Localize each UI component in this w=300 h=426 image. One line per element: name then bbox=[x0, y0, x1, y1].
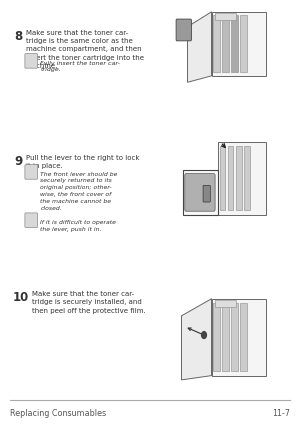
Text: Replacing Consumables: Replacing Consumables bbox=[10, 408, 106, 417]
Polygon shape bbox=[188, 13, 212, 83]
FancyBboxPatch shape bbox=[25, 55, 38, 69]
Bar bbox=[231, 16, 238, 73]
FancyBboxPatch shape bbox=[212, 299, 266, 376]
Text: 10: 10 bbox=[13, 291, 29, 303]
Bar bbox=[236, 147, 242, 211]
Text: If it is difficult to operate
the lever, push it in.: If it is difficult to operate the lever,… bbox=[40, 219, 116, 231]
Text: The front lever should be
securely returned to its
original position; other-
wis: The front lever should be securely retur… bbox=[40, 171, 118, 210]
Bar bbox=[213, 16, 220, 73]
Bar bbox=[240, 303, 247, 371]
Bar bbox=[222, 16, 229, 73]
FancyBboxPatch shape bbox=[203, 186, 210, 203]
Polygon shape bbox=[182, 299, 212, 380]
Text: 11-7: 11-7 bbox=[272, 408, 290, 417]
Bar bbox=[222, 303, 229, 371]
Bar bbox=[244, 147, 250, 211]
Text: Fully insert the toner car-
tridge.: Fully insert the toner car- tridge. bbox=[40, 60, 120, 72]
FancyBboxPatch shape bbox=[176, 20, 191, 42]
FancyBboxPatch shape bbox=[25, 165, 38, 180]
Bar bbox=[214, 300, 236, 308]
Circle shape bbox=[202, 332, 206, 339]
Bar bbox=[228, 147, 233, 211]
Text: Pull the lever to the right to lock
it in place.: Pull the lever to the right to lock it i… bbox=[26, 154, 139, 168]
Bar bbox=[220, 147, 225, 211]
Bar bbox=[214, 14, 236, 21]
Text: 9: 9 bbox=[14, 154, 23, 167]
Text: 8: 8 bbox=[14, 30, 23, 43]
Bar bbox=[213, 303, 220, 371]
Text: Make sure that the toner car-
tridge is securely installed, and
then peel off th: Make sure that the toner car- tridge is … bbox=[32, 291, 145, 313]
Bar bbox=[231, 303, 238, 371]
FancyBboxPatch shape bbox=[185, 174, 215, 212]
Text: Make sure that the toner car-
tridge is the same color as the
machine compartmen: Make sure that the toner car- tridge is … bbox=[26, 30, 143, 69]
FancyBboxPatch shape bbox=[25, 213, 38, 228]
Bar bbox=[183, 170, 218, 215]
FancyBboxPatch shape bbox=[218, 143, 266, 215]
Bar bbox=[240, 16, 247, 73]
FancyBboxPatch shape bbox=[212, 13, 266, 77]
